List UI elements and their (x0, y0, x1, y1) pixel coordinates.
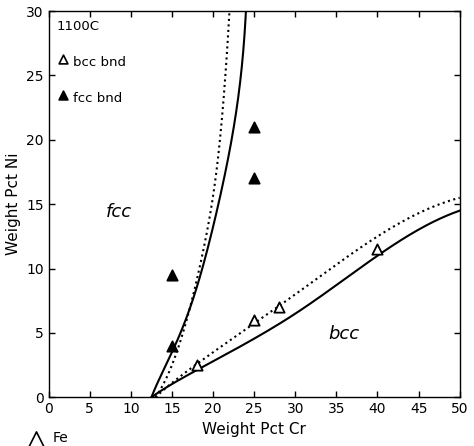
Point (33, 435, 40, 442)
Point (250, 175, 258, 182)
Text: fcc: fcc (106, 203, 132, 221)
Text: 1100C: 1100C (57, 21, 100, 33)
Point (275, 304, 283, 311)
Y-axis label: Weight Pct Ni: Weight Pct Ni (6, 153, 20, 256)
X-axis label: Weight Pct Cr: Weight Pct Cr (202, 422, 306, 437)
Text: fcc bnd: fcc bnd (73, 92, 122, 106)
Point (60, 55, 67, 62)
Text: bcc: bcc (328, 326, 359, 343)
Point (60, 91, 67, 98)
Point (168, 342, 176, 349)
Point (168, 272, 176, 279)
Point (374, 246, 381, 253)
Point (250, 317, 258, 324)
Point (193, 362, 201, 369)
Text: bcc bnd: bcc bnd (73, 57, 126, 70)
Point (250, 124, 258, 131)
Text: Fe: Fe (53, 431, 68, 446)
